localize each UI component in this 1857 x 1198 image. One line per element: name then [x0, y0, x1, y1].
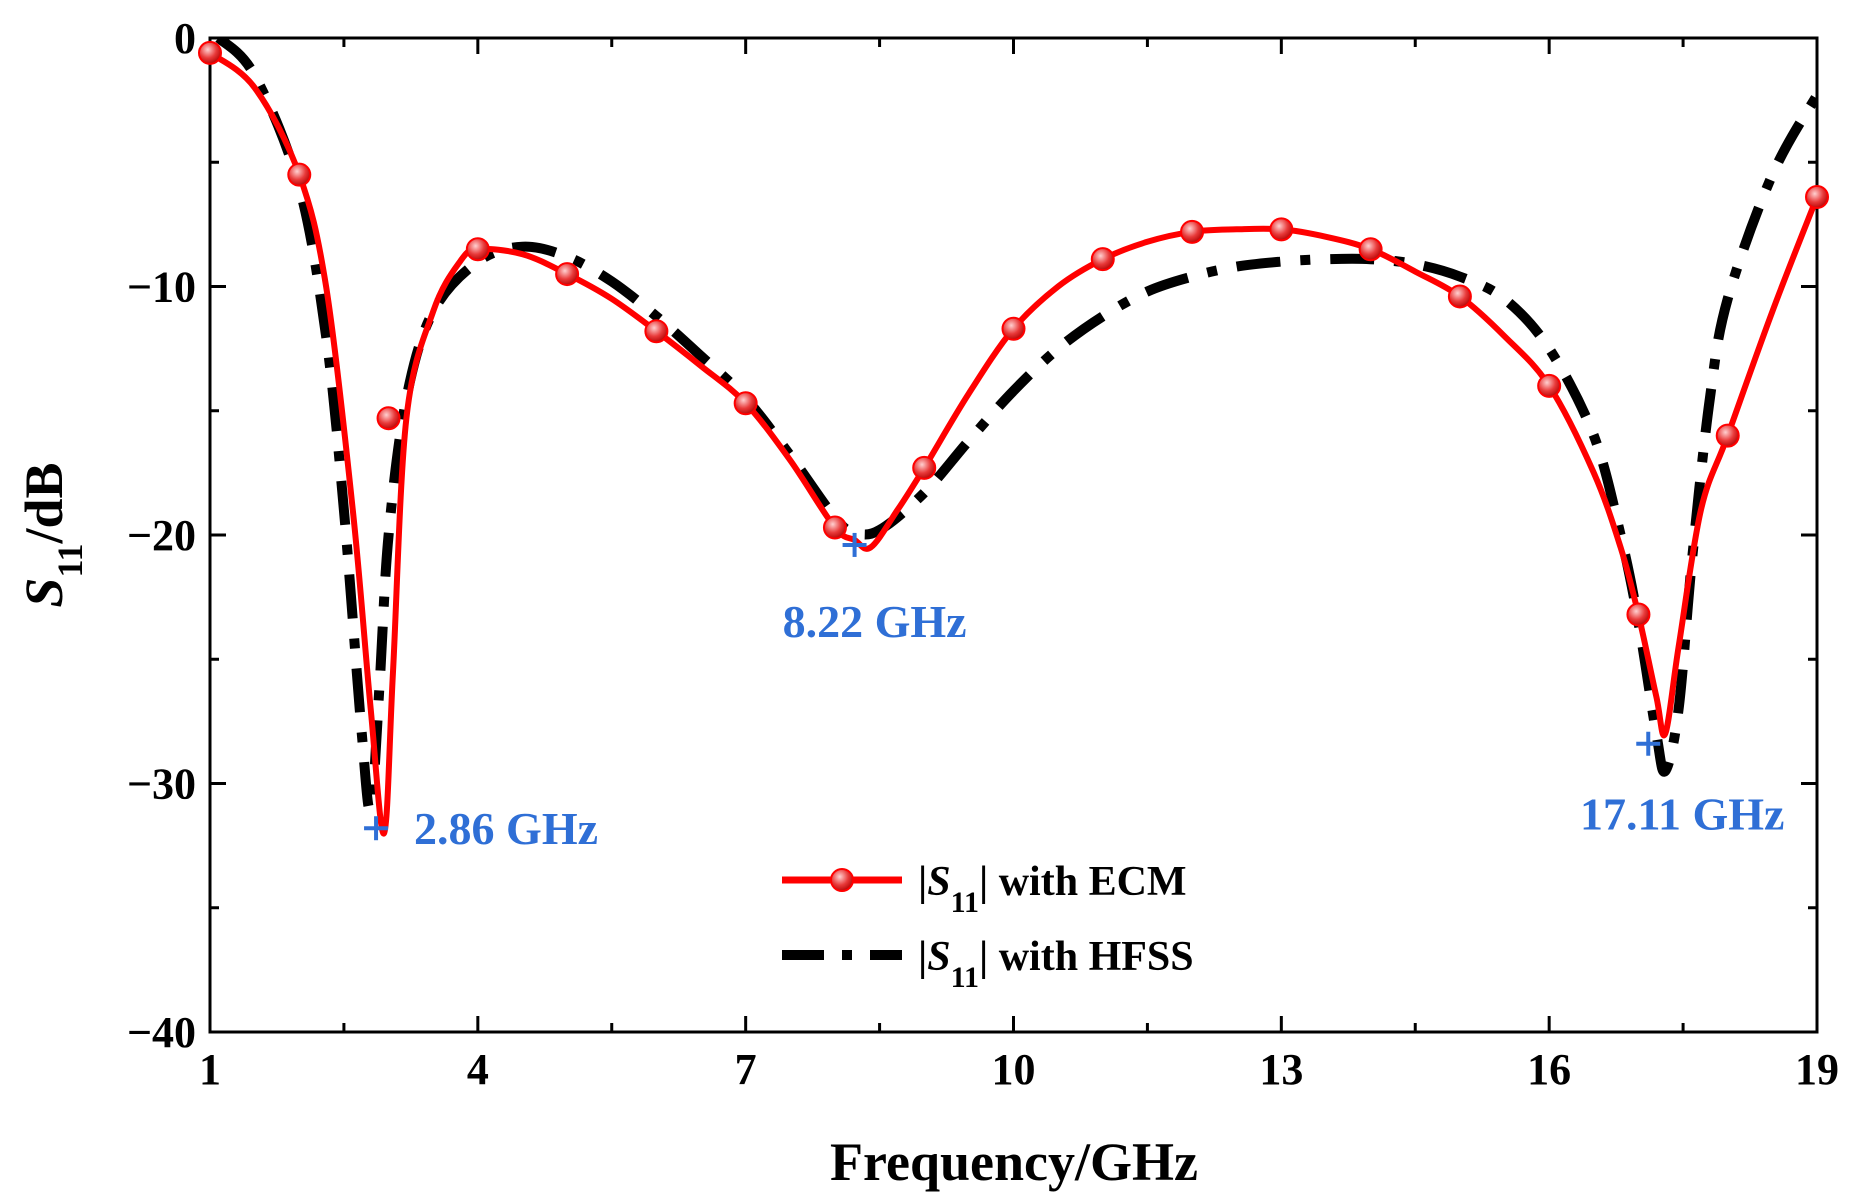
- legend-ecm-s: S: [927, 859, 950, 905]
- ecm-marker: [1180, 219, 1205, 244]
- ecm-marker: [198, 40, 222, 65]
- ecm-marker: [465, 237, 490, 262]
- series-line-ecm: [210, 50, 1817, 837]
- ecm-marker: [1537, 373, 1562, 398]
- ecm-marker: [555, 262, 580, 287]
- x-tick-label: 13: [1259, 1045, 1303, 1094]
- y-axis-title-s: S: [14, 578, 74, 608]
- annotation-label: 8.22 GHz: [783, 596, 967, 647]
- y-axis-title-unit: /dB: [14, 462, 74, 544]
- ecm-marker: [1805, 185, 1829, 210]
- ecm-marker: [1447, 284, 1472, 309]
- legend-hfss-sub: 11: [951, 961, 979, 994]
- y-tick-label: −10: [127, 263, 196, 312]
- x-tick-label: 10: [992, 1045, 1036, 1094]
- x-tick-label: 19: [1795, 1045, 1839, 1094]
- ecm-marker: [1358, 237, 1383, 262]
- ecm-marker: [912, 455, 937, 480]
- axis-ticks: [208, 36, 1819, 1034]
- x-axis-title: Frequency/GHz: [830, 1132, 1198, 1192]
- ecm-marker: [1626, 602, 1651, 627]
- x-tick-label: 1: [199, 1045, 221, 1094]
- legend-ecm-sub: 11: [951, 886, 979, 919]
- ecm-marker: [1715, 423, 1740, 448]
- x-tick-label: 7: [735, 1045, 757, 1094]
- ecm-marker: [376, 406, 401, 431]
- annotation-label: 17.11 GHz: [1580, 789, 1784, 840]
- ecm-marker: [1269, 217, 1294, 242]
- ecm-marker: [822, 515, 847, 540]
- ecm-marker: [733, 391, 758, 416]
- x-tick-label: 16: [1527, 1045, 1571, 1094]
- legend-item-ecm: |S11| with ECM: [782, 859, 1187, 919]
- x-tick-label: 4: [467, 1045, 489, 1094]
- series-markers: [198, 40, 1829, 627]
- legend-label-hfss: |S11| with HFSS: [918, 934, 1194, 994]
- legend-hfss-pre: |: [918, 934, 927, 980]
- annotations: 2.86 GHz 8.22 GHz 17.11 GHz: [364, 532, 1784, 854]
- legend: |S11| with ECM |S11| with HFSS: [782, 859, 1194, 994]
- series-lines: [210, 38, 1817, 837]
- legend-label-ecm: |S11| with ECM: [918, 859, 1187, 919]
- legend-marker-ecm: [830, 868, 854, 892]
- ecm-marker: [644, 319, 669, 344]
- legend-ecm-post: | with ECM: [979, 859, 1187, 905]
- legend-item-hfss: |S11| with HFSS: [782, 934, 1194, 994]
- y-tick-label: −20: [127, 511, 196, 560]
- y-axis-title-sub: 11: [50, 544, 90, 578]
- tick-labels: 1 4 7 10 13 16 19 0 −10 −20 −30 −40: [127, 14, 1839, 1094]
- legend-hfss-post: | with HFSS: [979, 934, 1194, 980]
- legend-hfss-s: S: [927, 934, 950, 980]
- ecm-marker: [1001, 316, 1026, 341]
- y-tick-label: −40: [127, 1008, 196, 1057]
- ecm-marker: [1090, 247, 1115, 272]
- y-tick-label: −30: [127, 760, 196, 809]
- ecm-marker: [287, 162, 312, 187]
- annotation-label: 2.86 GHz: [414, 803, 598, 854]
- y-tick-label: 0: [174, 14, 196, 63]
- series-line-hfss: [215, 38, 1817, 815]
- legend-ecm-pre: |: [918, 859, 927, 905]
- y-axis-title: S11/dB: [14, 462, 90, 607]
